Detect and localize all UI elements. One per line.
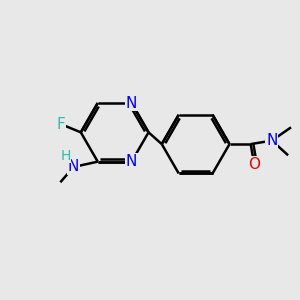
Text: H: H — [60, 149, 70, 163]
Text: O: O — [248, 157, 260, 172]
Text: F: F — [56, 117, 65, 132]
Text: N: N — [266, 133, 278, 148]
Text: N: N — [126, 154, 137, 169]
Text: N: N — [68, 160, 79, 175]
Text: N: N — [126, 95, 137, 110]
